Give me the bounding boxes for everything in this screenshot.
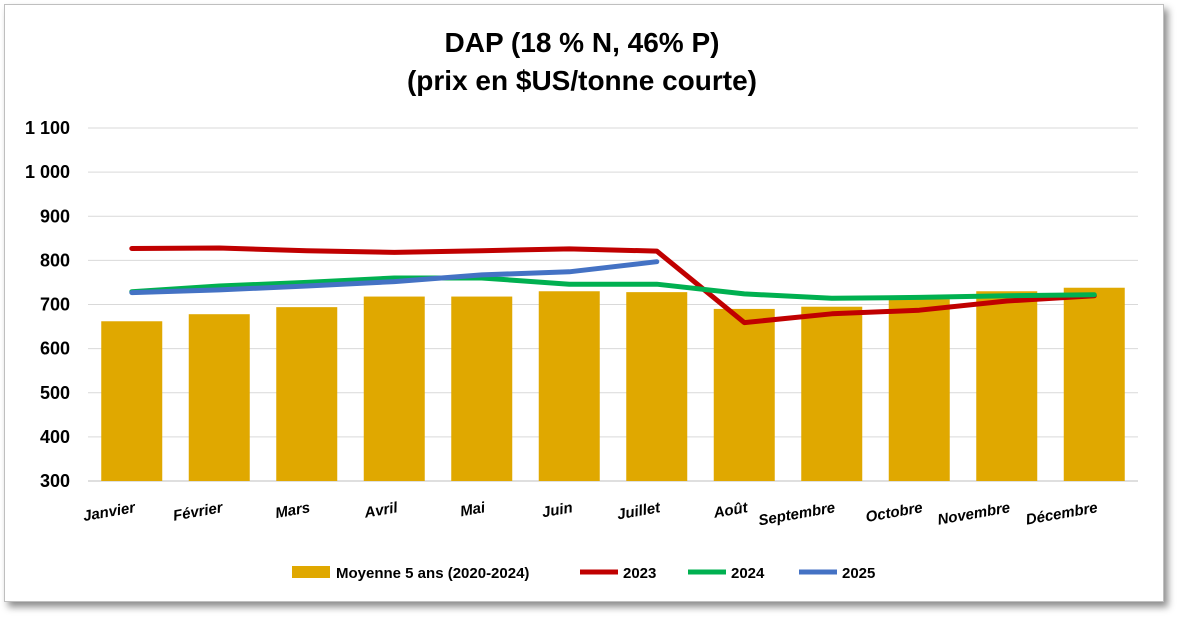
y-axis: 300 400 500 600 700 800 900 1 000 1 100: [25, 118, 70, 491]
bar-août: [713, 308, 775, 481]
x-tick-label-juillet: Juillet: [616, 499, 663, 523]
x-axis: Janvier Février Mars Avril Mai Juin Juillet Aoû…: [82, 499, 1099, 529]
lines-group: [129, 245, 1097, 326]
x-tick-label-mai: Mai: [459, 499, 487, 520]
y-tick-label-900: 900: [40, 206, 70, 226]
y-tick-label-1100: 1 100: [25, 118, 70, 138]
x-tick-label-avril: Avril: [362, 499, 400, 522]
bar-mai: [451, 296, 513, 481]
bar-octobre: [888, 299, 950, 481]
chart-title-line-2: (prix en $US/tonne courte): [407, 65, 757, 96]
x-tick-label-novembre: Novembre: [936, 499, 1011, 528]
chart-title-line-1: DAP (18 % N, 46% P): [445, 27, 720, 58]
series-line-2023: [129, 245, 1097, 326]
legend-label-2023: 2023: [623, 565, 656, 582]
x-tick-label-septembre: Septembre: [757, 499, 836, 529]
bar-mars: [276, 307, 338, 481]
y-tick-label-800: 800: [40, 250, 70, 270]
x-tick-label-décembre: Décembre: [1025, 499, 1099, 528]
y-tick-label-400: 400: [40, 427, 70, 447]
bar-juin: [538, 291, 600, 481]
y-tick-label-600: 600: [40, 339, 70, 359]
x-tick-label-octobre: Octobre: [864, 499, 924, 526]
x-tick-label-août: Août: [711, 499, 750, 522]
legend-swatch-bars: [292, 566, 330, 578]
series-line-2025: [129, 259, 660, 296]
y-tick-label-700: 700: [40, 295, 70, 315]
series-line-2024: [129, 275, 1097, 301]
bar-avril: [363, 296, 425, 481]
bar-février: [188, 314, 250, 481]
bar-décembre: [1063, 287, 1125, 481]
bar-septembre: [801, 306, 863, 481]
y-tick-label-500: 500: [40, 383, 70, 403]
legend-label-bars: Moyenne 5 ans (2020-2024): [336, 565, 529, 582]
bars-group: [101, 287, 1125, 481]
bar-juillet: [626, 292, 688, 481]
y-tick-label-1000: 1 000: [25, 162, 70, 182]
legend: Moyenne 5 ans (2020-2024) 2023 2024 2025: [292, 565, 875, 582]
bar-novembre: [976, 291, 1038, 481]
y-tick-label-300: 300: [40, 471, 70, 491]
x-tick-label-février: Février: [172, 499, 225, 525]
bar-janvier: [101, 321, 163, 481]
grid-lines: [88, 127, 1138, 482]
x-tick-label-juin: Juin: [541, 499, 574, 521]
x-tick-label-janvier: Janvier: [82, 499, 138, 525]
legend-label-2024: 2024: [731, 565, 765, 582]
x-tick-label-mars: Mars: [274, 499, 311, 522]
legend-label-2025: 2025: [842, 565, 875, 582]
